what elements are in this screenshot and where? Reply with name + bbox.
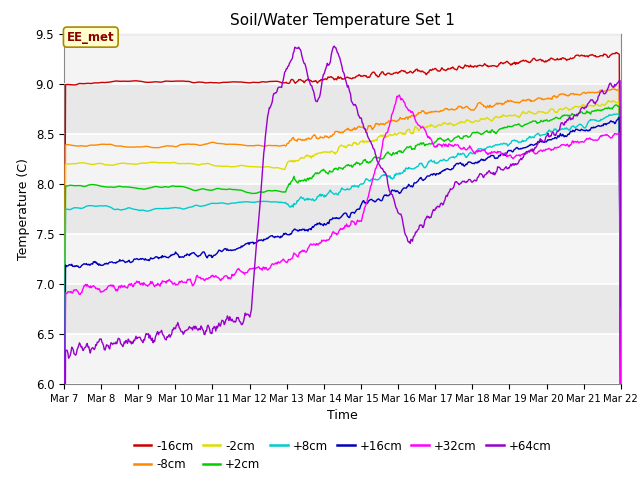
+16cm bbox=[184, 252, 192, 257]
-16cm bbox=[410, 69, 418, 74]
+64cm bbox=[330, 43, 338, 49]
Bar bbox=[64, 134, 621, 184]
+64cm bbox=[214, 325, 221, 331]
Y-axis label: Temperature (C): Temperature (C) bbox=[17, 158, 30, 260]
-16cm bbox=[426, 67, 434, 72]
Text: EE_met: EE_met bbox=[67, 31, 115, 44]
+32cm bbox=[617, 470, 625, 476]
-16cm bbox=[617, 425, 625, 431]
+8cm bbox=[214, 201, 221, 206]
+2cm bbox=[612, 102, 620, 108]
Line: -16cm: -16cm bbox=[64, 52, 621, 445]
+16cm bbox=[410, 180, 418, 186]
+2cm bbox=[214, 186, 221, 192]
-8cm bbox=[609, 86, 617, 92]
+64cm bbox=[70, 351, 78, 357]
-8cm bbox=[60, 478, 68, 480]
+8cm bbox=[613, 111, 621, 117]
+8cm bbox=[184, 205, 192, 211]
+64cm bbox=[617, 304, 625, 310]
-16cm bbox=[70, 82, 78, 88]
-2cm bbox=[184, 161, 192, 167]
+16cm bbox=[617, 462, 625, 468]
-16cm bbox=[612, 49, 620, 55]
+32cm bbox=[70, 287, 78, 293]
Bar bbox=[64, 334, 621, 384]
-8cm bbox=[410, 112, 418, 118]
+8cm bbox=[617, 460, 625, 466]
+64cm bbox=[411, 232, 419, 238]
+64cm bbox=[127, 341, 135, 347]
Line: +32cm: +32cm bbox=[64, 95, 621, 480]
+16cm bbox=[426, 172, 434, 178]
Bar bbox=[64, 34, 621, 84]
-16cm bbox=[60, 442, 68, 448]
-2cm bbox=[214, 163, 221, 169]
+16cm bbox=[70, 264, 78, 269]
+64cm bbox=[428, 215, 435, 220]
-2cm bbox=[617, 452, 625, 458]
Line: +16cm: +16cm bbox=[64, 118, 621, 480]
-16cm bbox=[184, 78, 192, 84]
+16cm bbox=[127, 259, 135, 265]
+8cm bbox=[410, 166, 418, 171]
-2cm bbox=[410, 128, 418, 133]
-2cm bbox=[70, 161, 78, 167]
-8cm bbox=[214, 141, 221, 146]
-8cm bbox=[70, 143, 78, 148]
Line: -8cm: -8cm bbox=[64, 89, 621, 480]
X-axis label: Time: Time bbox=[327, 409, 358, 422]
-16cm bbox=[214, 80, 221, 86]
+32cm bbox=[428, 137, 435, 143]
+32cm bbox=[184, 276, 192, 282]
+8cm bbox=[70, 205, 78, 211]
+16cm bbox=[616, 115, 623, 120]
-16cm bbox=[127, 78, 135, 84]
-8cm bbox=[617, 444, 625, 450]
-8cm bbox=[426, 109, 434, 115]
Line: +64cm: +64cm bbox=[64, 46, 621, 480]
+32cm bbox=[396, 92, 403, 98]
-8cm bbox=[127, 144, 135, 150]
+8cm bbox=[127, 205, 135, 211]
Line: -2cm: -2cm bbox=[64, 100, 621, 480]
Bar bbox=[64, 234, 621, 284]
Line: +2cm: +2cm bbox=[64, 105, 621, 480]
Title: Soil/Water Temperature Set 1: Soil/Water Temperature Set 1 bbox=[230, 13, 455, 28]
+2cm bbox=[127, 184, 135, 190]
+2cm bbox=[617, 455, 625, 460]
-2cm bbox=[127, 161, 135, 167]
Line: +8cm: +8cm bbox=[64, 114, 621, 480]
+32cm bbox=[411, 116, 419, 121]
+2cm bbox=[426, 141, 434, 146]
-2cm bbox=[426, 123, 434, 129]
-8cm bbox=[184, 141, 192, 147]
+8cm bbox=[426, 158, 434, 164]
+32cm bbox=[127, 281, 135, 287]
Legend: -16cm, -8cm, -2cm, +2cm, +8cm, +16cm, +32cm, +64cm: -16cm, -8cm, -2cm, +2cm, +8cm, +16cm, +3… bbox=[129, 435, 556, 476]
+64cm bbox=[184, 327, 192, 333]
+2cm bbox=[184, 185, 192, 191]
+2cm bbox=[410, 146, 418, 152]
+32cm bbox=[214, 275, 221, 280]
+2cm bbox=[70, 183, 78, 189]
-2cm bbox=[605, 97, 612, 103]
+16cm bbox=[214, 250, 221, 256]
